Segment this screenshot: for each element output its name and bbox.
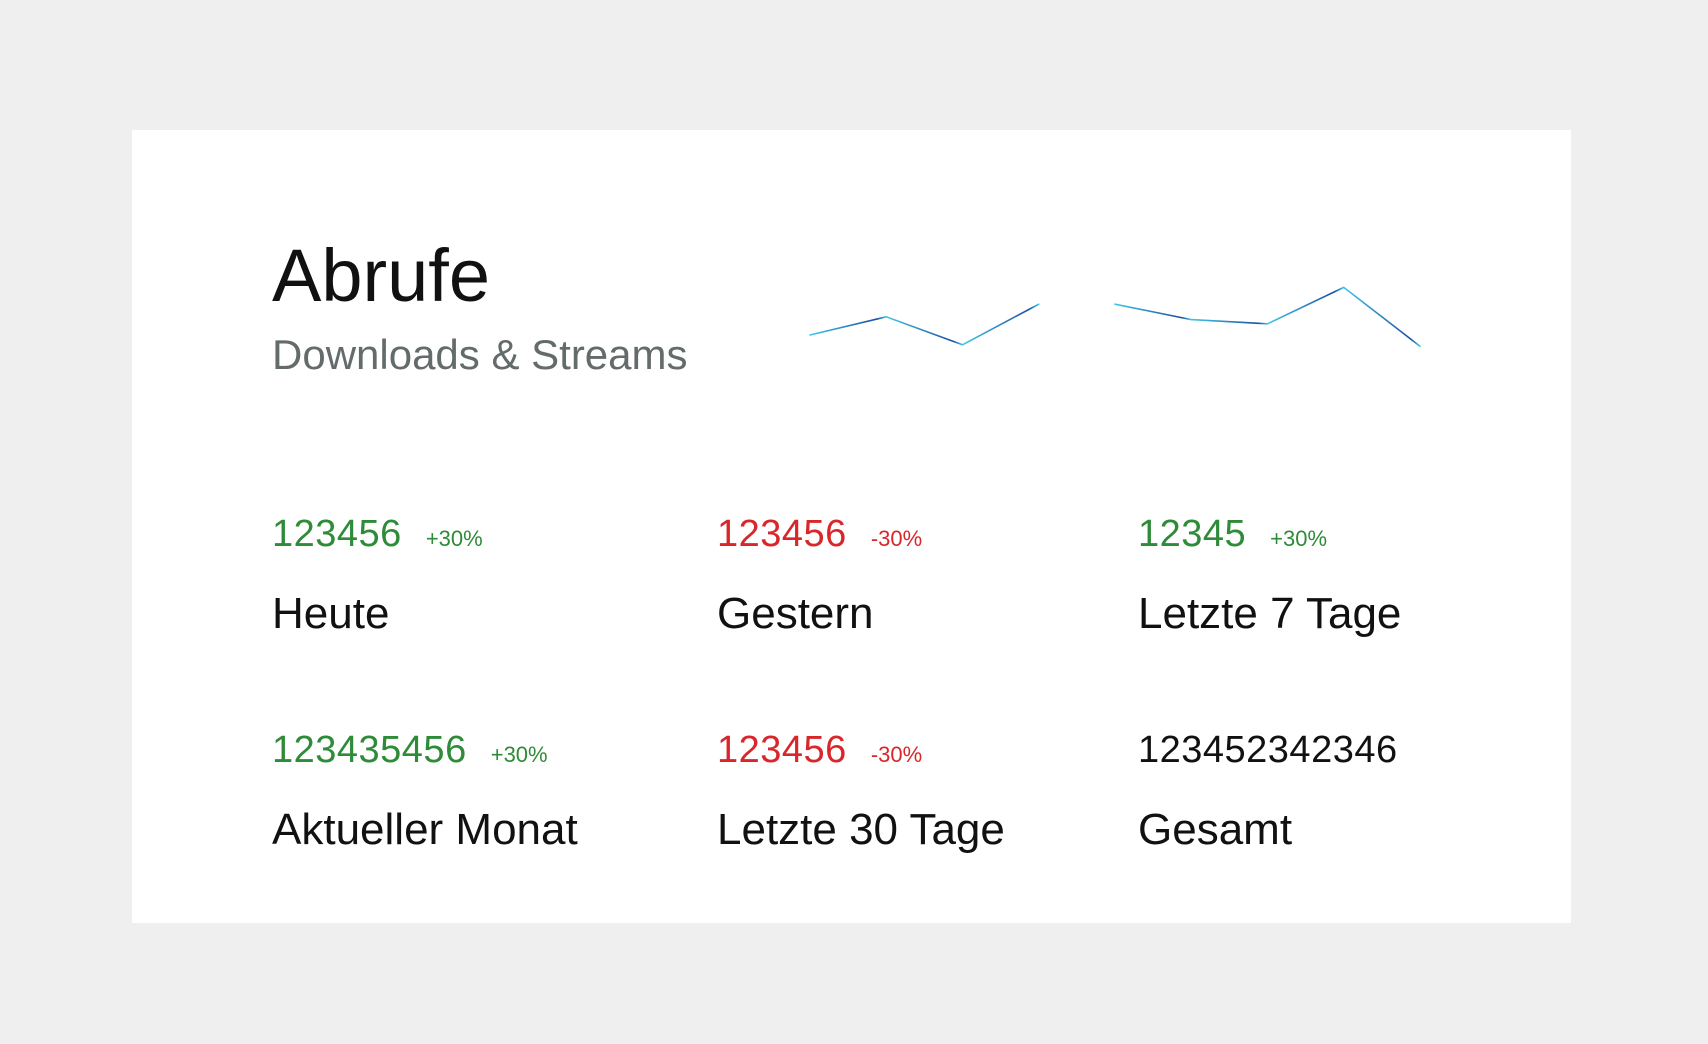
stat-last-30-days-label: Letzte 30 Tage [717,805,1005,854]
stat-current-month-value: 123435456 [272,729,467,771]
stat-yesterday: 123456 -30% Gestern [717,511,922,640]
stat-total-label: Gesamt [1138,805,1293,854]
stat-last-7-days-value: 12345 [1138,513,1247,555]
stat-total: 123452342346 Gesamt [1138,727,1398,856]
stats-card [132,130,1571,923]
stat-yesterday-value: 123456 [717,513,847,555]
stat-total-value: 123452342346 [1138,729,1398,771]
sparkline-segment-3 [961,303,1040,346]
stat-today-change: +30% [425,526,483,551]
sparkline-segment-2 [885,315,964,346]
stat-last-30-days: 123456 -30% Letzte 30 Tage [717,727,1005,856]
stat-last-7-days-change: +30% [1270,526,1328,551]
stat-current-month: 123435456 +30% Aktueller Monat [272,727,578,856]
stat-current-month-change: +30% [490,742,548,767]
sparkline-segment-8 [1342,286,1421,347]
stat-today-value: 123456 [272,513,402,555]
stat-today-label: Heute [272,589,390,638]
stat-last-30-days-change: -30% [870,742,923,767]
sparkline-segment-7 [1266,286,1345,325]
stat-current-month-label: Aktueller Monat [272,805,578,854]
sparkline-segment-6 [1190,318,1269,325]
page-subtitle: Downloads & Streams [272,331,688,378]
sparkline-segment-5 [1114,303,1193,321]
stat-yesterday-label: Gestern [717,589,874,638]
page-title: Abrufe [272,234,491,317]
stat-today: 123456 +30% Heute [272,511,483,640]
stat-last-7-days: 12345 +30% Letzte 7 Tage [1138,511,1401,640]
sparkline-chart [809,286,1421,347]
stat-yesterday-change: -30% [870,526,923,551]
sparkline-segment-1 [809,315,888,336]
stat-last-7-days-label: Letzte 7 Tage [1138,589,1402,638]
stat-last-30-days-value: 123456 [717,729,847,771]
